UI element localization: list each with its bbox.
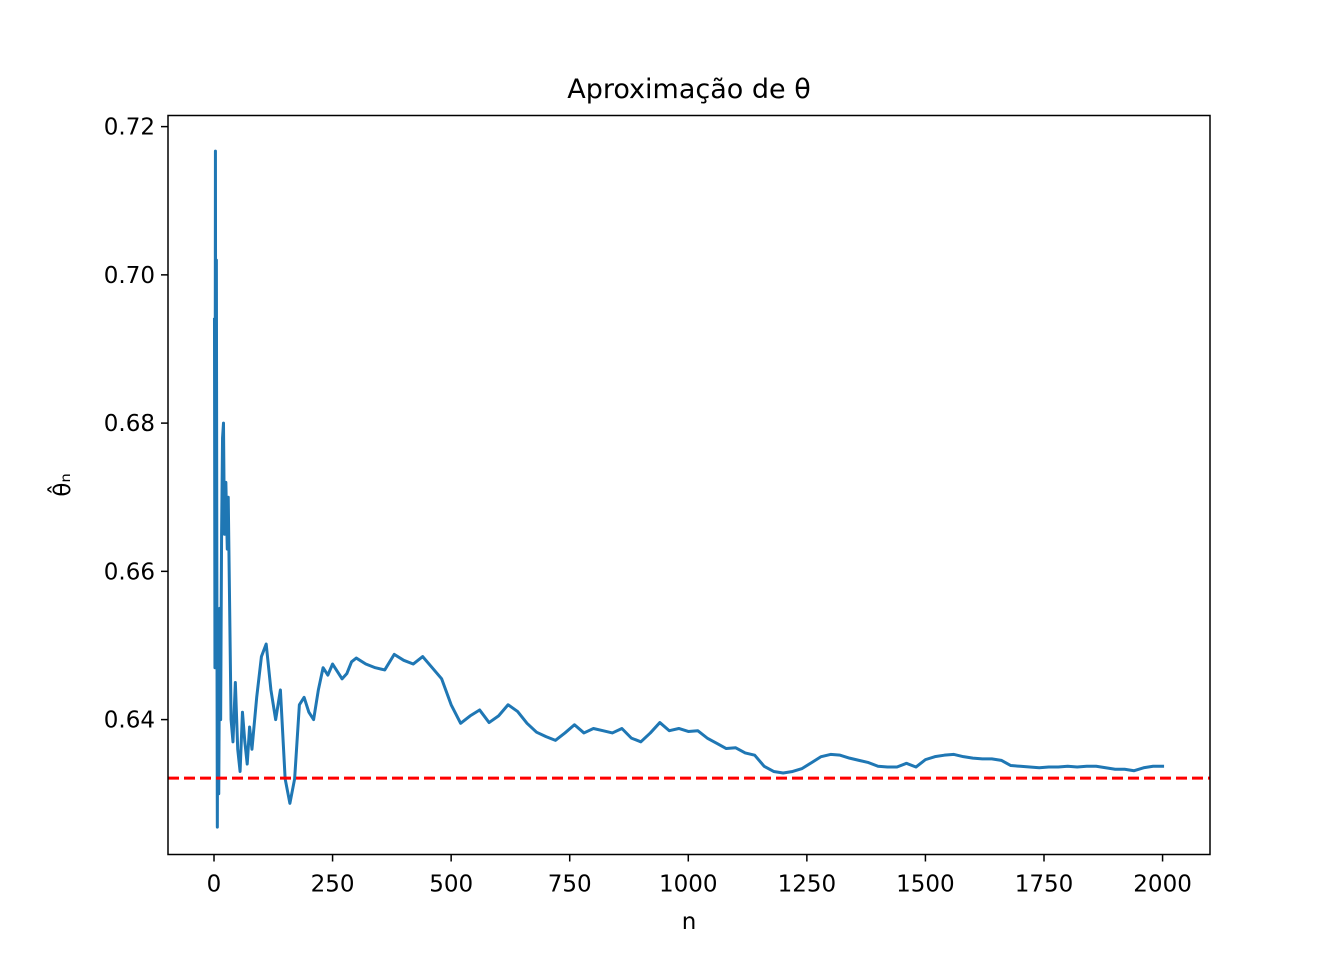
chart-marks <box>168 149 1210 829</box>
x-tick-label: 2000 <box>1133 872 1192 898</box>
x-tick-label: 500 <box>429 872 473 898</box>
x-tick-label: 1000 <box>659 872 718 898</box>
x-tick-label: 1500 <box>896 872 955 898</box>
x-tick-label: 1750 <box>1015 872 1074 898</box>
y-tick-label: 0.72 <box>104 115 155 141</box>
x-tick-label: 250 <box>311 872 355 898</box>
y-axis: 0.64 0.66 0.68 0.70 0.72 <box>104 115 168 734</box>
chart-title: Aproximação de θ <box>567 74 810 105</box>
x-tick-label: 0 <box>207 872 222 898</box>
y-tick-label: 0.68 <box>104 411 155 437</box>
y-axis-label: θ̂ₙ <box>47 473 76 496</box>
y-tick-label: 0.66 <box>104 559 155 585</box>
estimate-series-line <box>212 149 1165 829</box>
x-tick-label: 1250 <box>778 872 837 898</box>
y-tick-label: 0.64 <box>104 708 155 734</box>
x-axis-label: n <box>682 909 697 935</box>
x-tick-label: 750 <box>548 872 592 898</box>
x-axis: 0 250 500 750 1000 1250 1500 1750 2000 <box>207 854 1192 898</box>
y-tick-label: 0.70 <box>104 263 155 289</box>
